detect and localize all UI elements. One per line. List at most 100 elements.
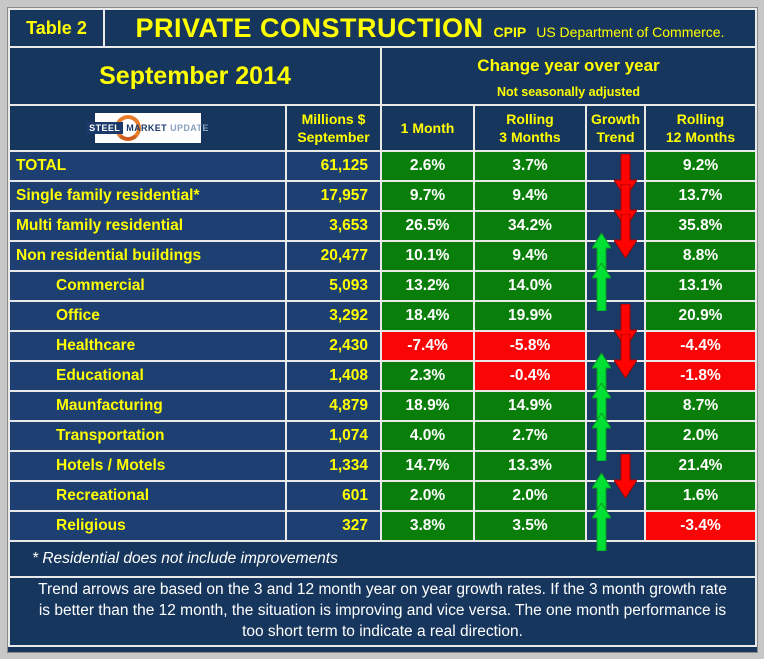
one-month-value: -7.4% [380,330,475,362]
growth-trend-cell [585,210,646,258]
row-label: Office [8,300,287,332]
rolling-3-months-value: 3.7% [473,150,587,182]
rolling-12-months-value: 8.7% [644,390,757,422]
row-label: Transportation [8,420,287,452]
table-row: Non residential buildings 20,477 10.1% 9.4%… [8,233,757,281]
column-header-rolling-3-months: Rolling 3 Months [473,104,587,152]
one-month-value: 18.9% [380,390,475,422]
rolling-12-months-value: 13.1% [644,270,757,302]
growth-trend-cell [585,413,646,461]
table-row: Religious 327 3.8% 3.5% -3.4% [8,503,757,551]
trend-down-icon [614,304,637,348]
growth-trend-cell [585,233,646,281]
logo-cell: STEEL MARKET UPDATE [8,104,287,152]
row-label: TOTAL [8,150,287,182]
millions-value: 2,430 [285,330,382,362]
trend-up-icon [592,473,611,521]
millions-value: 1,334 [285,450,382,482]
rolling-3-months-value: 14.9% [473,390,587,422]
row-label: Religious [8,510,287,542]
trend-down-icon [614,334,637,378]
one-month-value: 2.0% [380,480,475,512]
trend-down-icon [614,454,637,498]
column-header-rolling-12-months: Rolling 12 Months [644,104,757,152]
millions-value: 327 [285,510,382,542]
growth-trend-cell [585,263,646,311]
period-label: September 2014 [8,46,382,106]
change-title: Change year over year [477,55,660,75]
millions-value: 3,292 [285,300,382,332]
rolling-12-months-value: 13.7% [644,180,757,212]
logo-update-text: UPDATE [170,123,209,133]
one-month-value: 3.8% [380,510,475,542]
growth-trend-cell [585,150,646,198]
rolling-3-months-value: -0.4% [473,360,587,392]
logo-steel-text: STEEL [86,122,124,134]
millions-value: 5,093 [285,270,382,302]
trend-up-icon [592,503,611,551]
growth-trend-cell [585,300,646,348]
rolling-12-months-value: -1.8% [644,360,757,392]
column-header-one-month: 1 Month [380,104,475,152]
rolling-3-months-value: 2.0% [473,480,587,512]
table-row: Single family residential* 17,957 9.7% 9.4%… [8,180,757,228]
rolling-3-months-value: 2.7% [473,420,587,452]
trend-up-icon [592,263,611,311]
millions-value: 1,074 [285,420,382,452]
steel-market-update-logo: STEEL MARKET UPDATE [86,113,208,143]
row-label: Commercial [8,270,287,302]
growth-trend-cell [585,180,646,228]
rolling-12-months-value: 9.2% [644,150,757,182]
table-row: Transportation 1,074 4.0% 2.7% 2.0% [8,413,757,461]
one-month-value: 4.0% [380,420,475,452]
rolling-12-months-value: 21.4% [644,450,757,482]
rolling-3-months-value: 3.5% [473,510,587,542]
one-month-value: 10.1% [380,240,475,272]
rolling-3-months-value: 34.2% [473,210,587,242]
construction-table: Table 2 PRIVATE CONSTRUCTION CPIP US Dep… [7,7,758,653]
column-header-millions: Millions $ September [285,104,382,152]
one-month-value: 26.5% [380,210,475,242]
rolling-12-months-value: -3.4% [644,510,757,542]
change-subtitle: Not seasonally adjusted [496,84,641,99]
growth-trend-cell [585,383,646,431]
title-row: Table 2 PRIVATE CONSTRUCTION CPIP US Dep… [8,8,757,48]
row-label: Multi family residential [8,210,287,242]
trend-arrows-note: Trend arrows are based on the 3 and 12 m… [8,576,757,647]
table-row: Recreational 601 2.0% 2.0% 1.6% [8,473,757,521]
table-row: Commercial 5,093 13.2% 14.0% 13.1% [8,263,757,311]
row-label: Maunfacturing [8,390,287,422]
note-row: Trend arrows are based on the 3 and 12 m… [8,576,757,647]
table-number-label: Table 2 [8,8,105,48]
change-header-cell: Change year over year Not seasonally adj… [380,46,757,106]
page-title: PRIVATE CONSTRUCTION [135,12,484,43]
one-month-value: 2.6% [380,150,475,182]
millions-value: 20,477 [285,240,382,272]
row-label: Educational [8,360,287,392]
footnote-row: * Residential does not include improveme… [8,540,757,578]
title-source: US Department of Commerce. [536,23,725,40]
millions-value: 3,653 [285,210,382,242]
trend-down-icon [614,214,637,258]
row-label: Healthcare [8,330,287,362]
construction-table-body: TOTAL 61,125 2.6% 3.7% 9.2% Single family res… [8,150,757,551]
table-row: Multi family residential 3,653 26.5% 34.2% 3… [8,210,757,258]
one-month-value: 9.7% [380,180,475,212]
residential-footnote: * Residential does not include improveme… [8,540,757,578]
one-month-value: 18.4% [380,300,475,332]
rolling-3-months-value: 19.9% [473,300,587,332]
table-row: Office 3,292 18.4% 19.9% 20.9% [8,300,757,348]
rolling-12-months-value: 1.6% [644,480,757,512]
growth-trend-cell [585,450,646,498]
millions-value: 601 [285,480,382,512]
table-row: Maunfacturing 4,879 18.9% 14.9% 8.7% [8,383,757,431]
title-cell: PRIVATE CONSTRUCTION CPIP US Department … [103,8,757,48]
trend-up-icon [592,413,611,461]
row-label: Non residential buildings [8,240,287,272]
private-construction-table: Table 2 PRIVATE CONSTRUCTION CPIP US Dep… [8,8,757,647]
growth-trend-cell [585,503,646,551]
table-row: Healthcare 2,430 -7.4% -5.8% -4.4% [8,330,757,378]
period-row: September 2014 Change year over year Not… [8,46,757,106]
rolling-3-months-value: 13.3% [473,450,587,482]
